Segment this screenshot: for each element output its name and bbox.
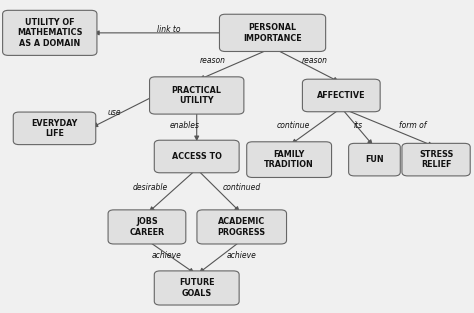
Text: PERSONAL
IMPORTANCE: PERSONAL IMPORTANCE bbox=[243, 23, 302, 43]
FancyBboxPatch shape bbox=[13, 112, 96, 145]
FancyBboxPatch shape bbox=[402, 143, 470, 176]
FancyBboxPatch shape bbox=[154, 271, 239, 305]
Text: reason: reason bbox=[200, 56, 225, 65]
Text: its: its bbox=[353, 121, 363, 130]
Text: FAMILY
TRADITION: FAMILY TRADITION bbox=[264, 150, 314, 169]
Text: PRACTICAL
UTILITY: PRACTICAL UTILITY bbox=[172, 86, 222, 105]
Text: form of: form of bbox=[399, 121, 426, 130]
Text: EVERYDAY
LIFE: EVERYDAY LIFE bbox=[31, 119, 78, 138]
FancyBboxPatch shape bbox=[246, 142, 331, 177]
Text: JOBS
CAREER: JOBS CAREER bbox=[129, 217, 164, 237]
Text: achieve: achieve bbox=[152, 251, 182, 259]
Text: link to: link to bbox=[156, 25, 180, 34]
Text: reason: reason bbox=[302, 56, 328, 65]
FancyBboxPatch shape bbox=[219, 14, 326, 51]
FancyBboxPatch shape bbox=[197, 210, 286, 244]
FancyBboxPatch shape bbox=[108, 210, 186, 244]
FancyBboxPatch shape bbox=[3, 10, 97, 55]
Text: AFFECTIVE: AFFECTIVE bbox=[317, 91, 365, 100]
Text: ACADEMIC
PROGRESS: ACADEMIC PROGRESS bbox=[218, 217, 266, 237]
Text: use: use bbox=[108, 108, 121, 117]
Text: enables: enables bbox=[170, 121, 200, 130]
Text: continued: continued bbox=[223, 183, 261, 192]
Text: achieve: achieve bbox=[227, 251, 257, 259]
Text: desirable: desirable bbox=[133, 183, 168, 192]
Text: FUN: FUN bbox=[365, 155, 384, 164]
FancyBboxPatch shape bbox=[149, 77, 244, 114]
Text: STRESS
RELIEF: STRESS RELIEF bbox=[419, 150, 453, 169]
FancyBboxPatch shape bbox=[348, 143, 400, 176]
Text: FUTURE
GOALS: FUTURE GOALS bbox=[179, 278, 214, 298]
Text: ACCESS TO: ACCESS TO bbox=[172, 152, 222, 161]
Text: continue: continue bbox=[276, 121, 310, 130]
Text: UTILITY OF
MATHEMATICS
AS A DOMAIN: UTILITY OF MATHEMATICS AS A DOMAIN bbox=[17, 18, 82, 48]
FancyBboxPatch shape bbox=[302, 79, 380, 112]
FancyBboxPatch shape bbox=[154, 140, 239, 173]
